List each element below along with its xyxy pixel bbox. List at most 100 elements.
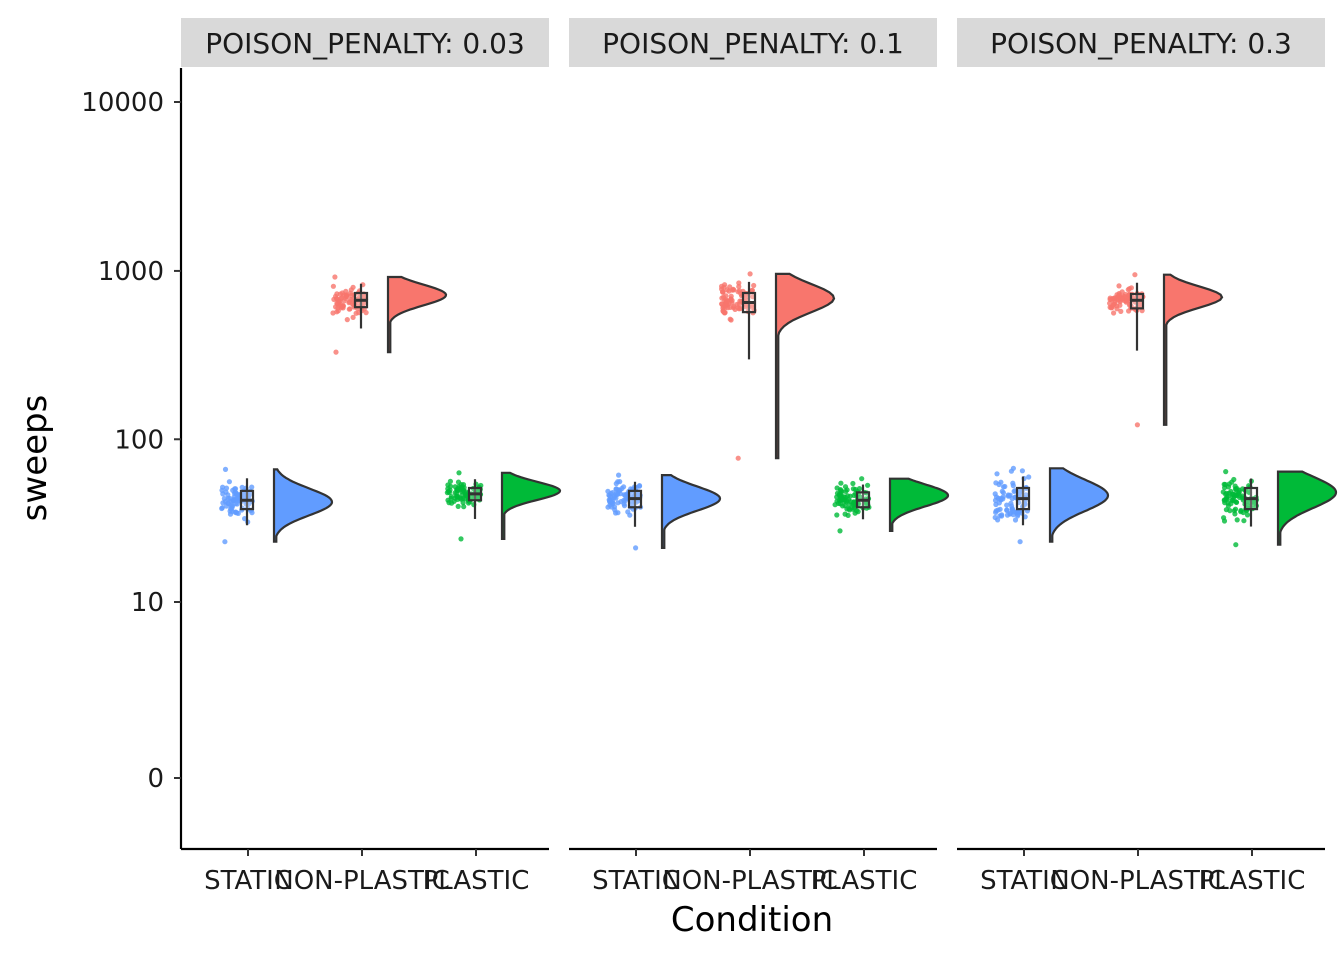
data-point <box>837 487 844 493</box>
data-point <box>613 481 619 487</box>
data-point <box>1004 502 1010 508</box>
data-point <box>728 317 734 323</box>
data-point <box>1233 499 1239 505</box>
data-point <box>613 486 619 492</box>
y-axis-title: sweeps <box>15 395 55 522</box>
data-point <box>610 490 616 496</box>
data-point <box>837 501 844 507</box>
y-tick-label: 10 <box>131 588 164 618</box>
data-point <box>455 503 461 509</box>
raincloud-group: PLASTIC <box>811 476 950 896</box>
data-point <box>736 301 742 307</box>
data-point <box>727 304 733 310</box>
data-point <box>348 296 354 302</box>
data-point <box>621 501 627 507</box>
data-point <box>1223 469 1229 475</box>
data-point <box>232 486 238 492</box>
data-point <box>735 455 741 461</box>
data-point <box>1241 518 1247 524</box>
facet-strip-label: POISON_PENALTY: 0.3 <box>990 27 1292 60</box>
data-point <box>736 280 742 286</box>
half-violin <box>500 471 562 540</box>
x-tick-label: STATIC <box>592 866 680 896</box>
y-axis: 0 10 100 1000 10000 <box>81 68 183 849</box>
data-point <box>865 482 871 488</box>
data-point <box>996 500 1002 506</box>
data-point <box>1232 511 1238 517</box>
facet-panels: POISON_PENALTY: 0.03STATICNON-PLASTICPLA… <box>181 18 1338 896</box>
data-point <box>1000 490 1007 496</box>
data-point <box>225 500 231 506</box>
data-point <box>1244 512 1251 518</box>
half-violin <box>774 272 836 460</box>
data-point <box>223 485 230 491</box>
data-point <box>616 472 622 478</box>
data-point <box>736 284 742 290</box>
data-point <box>220 484 226 490</box>
data-point <box>850 480 856 487</box>
data-point <box>230 497 236 504</box>
data-point <box>838 480 844 486</box>
data-point <box>1118 308 1124 314</box>
raincloud-group: NON-PLASTIC <box>274 274 450 896</box>
data-point <box>846 501 852 507</box>
x-tick-label: STATIC <box>204 866 292 896</box>
data-point <box>721 310 728 316</box>
data-point <box>334 296 340 302</box>
data-point <box>1007 511 1013 517</box>
facet-strip-label: POISON_PENALTY: 0.03 <box>205 27 525 60</box>
data-point <box>460 500 466 506</box>
data-point <box>1114 306 1120 312</box>
data-point <box>344 317 350 323</box>
data-point <box>1122 291 1129 298</box>
data-point <box>1008 500 1014 506</box>
data-point <box>1222 481 1228 488</box>
data-point <box>850 486 857 492</box>
data-point <box>1132 272 1138 278</box>
data-point <box>844 487 850 493</box>
data-point <box>1012 517 1019 523</box>
data-point <box>1011 509 1017 515</box>
data-point <box>605 488 611 494</box>
data-point <box>1004 507 1010 513</box>
data-point <box>448 495 454 502</box>
half-violin <box>386 275 448 354</box>
data-point <box>1222 500 1228 506</box>
data-point <box>346 306 352 312</box>
data-point <box>615 510 621 516</box>
raincloud-group: STATIC <box>204 466 334 896</box>
data-point <box>233 490 239 496</box>
data-point <box>222 539 228 545</box>
data-point <box>447 487 453 493</box>
data-point <box>219 505 225 512</box>
data-point <box>747 271 753 277</box>
facet-strip <box>181 18 549 67</box>
data-point <box>834 512 840 518</box>
half-violin <box>1162 273 1224 426</box>
data-point <box>1224 494 1230 500</box>
data-point <box>226 479 232 485</box>
x-tick-label: NON-PLASTIC <box>662 866 838 896</box>
data-point <box>625 509 631 515</box>
data-point <box>1107 300 1113 306</box>
data-point <box>343 293 349 299</box>
half-violin <box>1276 470 1338 546</box>
data-point <box>1115 297 1121 303</box>
x-axis-title: Condition <box>671 900 833 940</box>
facet-strip-label: POISON_PENALTY: 0.1 <box>602 27 904 60</box>
data-point <box>607 498 613 504</box>
data-point <box>235 510 241 516</box>
data-point <box>445 482 451 488</box>
data-point <box>347 290 353 296</box>
data-point <box>460 495 466 502</box>
data-point <box>1223 507 1229 513</box>
data-point <box>993 494 1000 500</box>
data-point <box>998 479 1004 485</box>
facet-panel: POISON_PENALTY: 0.3 STATICNON-PLASTICPLAS… <box>957 18 1338 896</box>
data-point <box>723 293 729 299</box>
data-point <box>855 509 861 515</box>
data-point <box>337 303 343 310</box>
data-point <box>1223 490 1230 496</box>
data-point <box>1010 480 1016 486</box>
data-point <box>449 500 455 506</box>
